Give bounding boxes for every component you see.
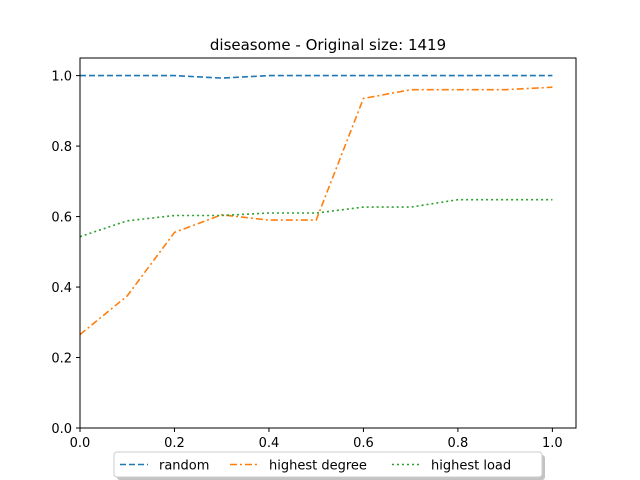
legend-box [113, 451, 543, 478]
x-tick-label: 0.8 [448, 436, 469, 451]
x-tick-label: 0.0 [70, 436, 91, 451]
series-line-random [80, 74, 553, 79]
x-tick-label: 0.6 [353, 436, 374, 451]
y-axis: 0.0 0.2 0.4 0.6 0.8 1.0 [51, 70, 80, 437]
legend-label-highest-load: highest load [431, 459, 511, 474]
y-tick-label: 1.0 [51, 70, 72, 85]
legend-label-random: random [159, 459, 209, 474]
y-tick-label: 0.8 [51, 140, 72, 155]
x-axis: 0.0 0.2 0.4 0.6 0.8 1.0 [70, 428, 563, 451]
legend-label-highest-degree: highest degree [269, 459, 367, 474]
legend: random highest degree highest load [113, 451, 545, 480]
series-layer [79, 74, 553, 336]
x-tick-label: 0.2 [164, 436, 185, 451]
y-tick-label: 0.6 [51, 211, 72, 226]
series-line-highest-load [79, 198, 553, 238]
y-tick-label: 0.4 [51, 281, 72, 296]
chart-title: diseasome - Original size: 1419 [210, 36, 446, 54]
plot-area: 0.0 0.2 0.4 0.6 0.8 1.0 0.0 0.2 0.4 0.6 0.8 1.0 [51, 57, 577, 451]
x-tick-label: 1.0 [542, 436, 563, 451]
axes-frame [79, 57, 577, 429]
y-tick-label: 0.0 [51, 422, 72, 437]
x-tick-label: 0.4 [259, 436, 280, 451]
y-tick-label: 0.2 [51, 352, 72, 367]
series-line-highest-degree [79, 86, 553, 336]
